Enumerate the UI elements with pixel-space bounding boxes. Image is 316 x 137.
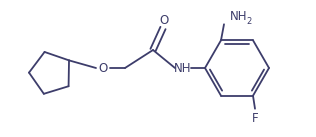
Text: NH: NH bbox=[174, 62, 192, 75]
Text: O: O bbox=[98, 62, 108, 75]
Text: 2: 2 bbox=[246, 17, 252, 26]
Text: O: O bbox=[159, 14, 169, 26]
Text: NH: NH bbox=[230, 10, 247, 23]
Text: F: F bbox=[252, 112, 258, 125]
